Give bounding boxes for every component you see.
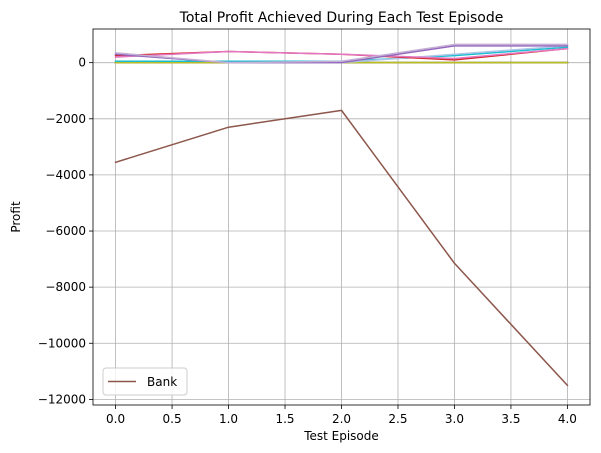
- y-tick-label-1: −2000: [45, 112, 86, 126]
- y-tick-label-3: −6000: [45, 224, 86, 238]
- x-tick-label-8: 4.0: [558, 412, 577, 426]
- y-tick-label-6: −12000: [38, 392, 86, 406]
- axis-ticks: 0.0 0.5 1.0 1.5 2.0 2.5 3.0 3.5 4.0 0 −2000 −4000 −6…: [38, 56, 577, 426]
- series-line-9: [114, 47, 569, 60]
- series-line-bank: [114, 109, 569, 387]
- y-tick-label-4: −8000: [45, 280, 86, 294]
- chart-title: Total Profit Achieved During Each Test E…: [179, 10, 504, 26]
- series-layer: [114, 43, 569, 387]
- x-tick-label-1: 0.5: [163, 412, 182, 426]
- x-axis-label: Test Episode: [303, 429, 379, 443]
- y-tick-label-5: −10000: [38, 336, 86, 350]
- x-tick-label-3: 1.5: [275, 412, 294, 426]
- x-tick-label-5: 2.5: [388, 412, 407, 426]
- legend-box: [102, 367, 188, 396]
- x-tick-label-0: 0.0: [106, 412, 125, 426]
- x-tick-label-4: 2.0: [332, 412, 351, 426]
- series-line-11: [114, 43, 569, 64]
- grid: [93, 29, 590, 405]
- legend: Bank: [102, 367, 188, 396]
- x-tick-label-7: 3.5: [501, 412, 520, 426]
- y-tick-label-0: 0: [78, 56, 86, 70]
- x-tick-label-2: 1.0: [219, 412, 238, 426]
- x-tick-label-6: 3.0: [445, 412, 464, 426]
- legend-label-bank: Bank: [147, 375, 177, 389]
- y-tick-label-2: −4000: [45, 168, 86, 182]
- y-axis-label: Profit: [9, 201, 23, 233]
